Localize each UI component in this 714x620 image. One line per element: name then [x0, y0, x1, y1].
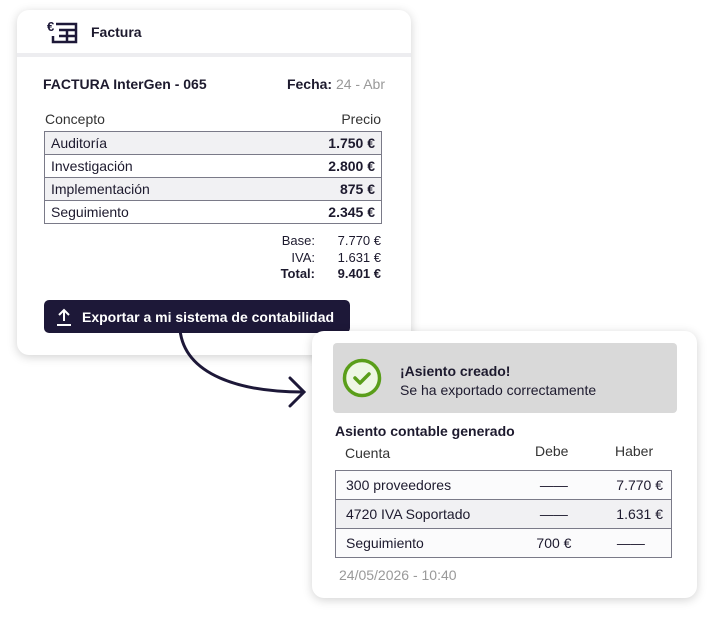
col-debit: Debe: [535, 443, 569, 459]
export-button[interactable]: Exportar a mi sistema de contabilidad: [44, 300, 350, 333]
item-price: 2.345 €: [264, 200, 383, 224]
invoice-items-table: Auditoría 1.750 € Investigación 2.800 € Im…: [44, 131, 383, 224]
banner-text: Se ha exportado correctamente: [400, 382, 597, 398]
row-credit: 7.770 €: [588, 470, 672, 500]
date-label: Fecha:: [286, 76, 333, 92]
invoice-title: FACTURA InterGen - 065: [43, 76, 207, 92]
total-value: 9.401 €: [337, 266, 381, 281]
col-price: Precio: [341, 111, 381, 127]
col-credit: Haber: [615, 443, 654, 459]
table-row: Auditoría 1.750 €: [44, 131, 383, 155]
section-title: Asiento contable generado: [335, 423, 515, 439]
row-debit: 700 €: [519, 528, 589, 558]
item-concept: Investigación: [44, 154, 265, 178]
table-row: Implementación 875 €: [44, 177, 383, 201]
total-label: Total:: [280, 266, 315, 281]
row-account: Seguimiento: [335, 528, 520, 558]
result-card: ¡Asiento creado! Se ha exportado correct…: [312, 331, 697, 598]
base-value: 7.770 €: [337, 233, 381, 248]
row-credit: ——: [588, 528, 672, 558]
col-concept: Concepto: [45, 111, 105, 127]
euro-invoice-icon: €: [47, 20, 78, 43]
row-account: 300 proveedores: [335, 470, 520, 500]
table-row: 4720 IVA Soportado —— 1.631 €: [335, 499, 672, 529]
check-circle-icon: [342, 358, 382, 398]
item-concept: Implementación: [44, 177, 265, 201]
item-concept: Auditoría: [44, 131, 265, 155]
row-debit: ——: [519, 499, 589, 529]
invoice-header: € Factura: [17, 10, 411, 57]
item-concept: Seguimiento: [44, 200, 265, 224]
row-debit: ——: [519, 470, 589, 500]
table-row: Seguimiento 2.345 €: [44, 200, 383, 224]
success-banner: ¡Asiento creado! Se ha exportado correct…: [333, 343, 677, 413]
svg-text:€: €: [47, 20, 54, 34]
item-price: 875 €: [264, 177, 383, 201]
table-row: 300 proveedores —— 7.770 €: [335, 470, 672, 500]
row-credit: 1.631 €: [588, 499, 672, 529]
iva-value: 1.631 €: [337, 249, 381, 265]
journal-table: 300 proveedores —— 7.770 € 4720 IVA Soport…: [335, 470, 672, 558]
invoice-card: € Factura FACTURA InterGen - 065 Fecha: …: [17, 10, 411, 355]
invoice-date: Fecha: 24 - Abr: [287, 76, 385, 92]
banner-title: ¡Asiento creado!: [400, 363, 511, 379]
base-label: Base:: [281, 233, 315, 248]
col-account: Cuenta: [345, 445, 391, 461]
header-title: Factura: [91, 23, 142, 40]
date-value: 24 - Abr: [335, 76, 385, 92]
timestamp: 24/05/2026 - 10:40: [339, 567, 457, 583]
table-row: Seguimiento 700 € ——: [335, 528, 672, 558]
iva-label: IVA:: [291, 249, 315, 265]
totals: Base: 7.770 € IVA: 1.631 € Total: 9.401 €: [281, 233, 381, 283]
export-button-label: Exportar a mi sistema de contabilidad: [82, 308, 335, 325]
item-price: 1.750 €: [264, 131, 383, 155]
row-account: 4720 IVA Soportado: [335, 499, 520, 529]
upload-icon: [57, 308, 71, 326]
